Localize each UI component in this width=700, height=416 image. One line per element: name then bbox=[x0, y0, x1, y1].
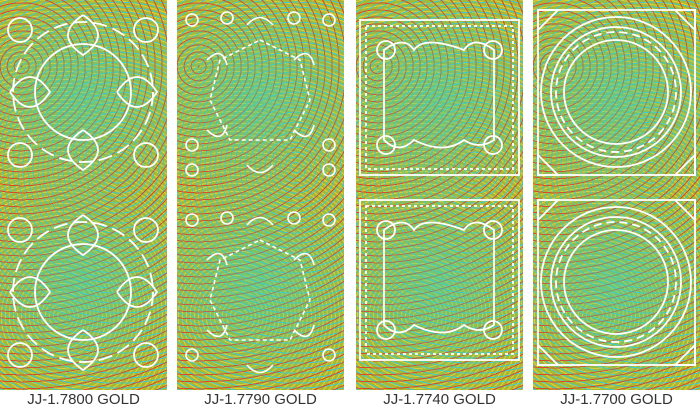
product-panel-7700 bbox=[533, 0, 700, 390]
product-code-label: JJ-1.7790 GOLD bbox=[204, 391, 317, 408]
product-panel-7800 bbox=[0, 0, 167, 390]
floral-leaf-lace-pattern bbox=[185, 11, 336, 374]
square-corner-frame-pattern bbox=[359, 19, 520, 361]
product-panel-7740 bbox=[356, 0, 523, 390]
product-code-label: JJ-1.7800 GOLD bbox=[27, 391, 140, 408]
product-code-label: JJ-1.7740 GOLD bbox=[383, 391, 496, 408]
floral-circle-lace-pattern bbox=[7, 14, 159, 372]
product-panel-7790 bbox=[177, 0, 344, 390]
product-code-label: JJ-1.7700 GOLD bbox=[560, 391, 673, 408]
circle-triangle-frame-pattern bbox=[537, 9, 696, 366]
